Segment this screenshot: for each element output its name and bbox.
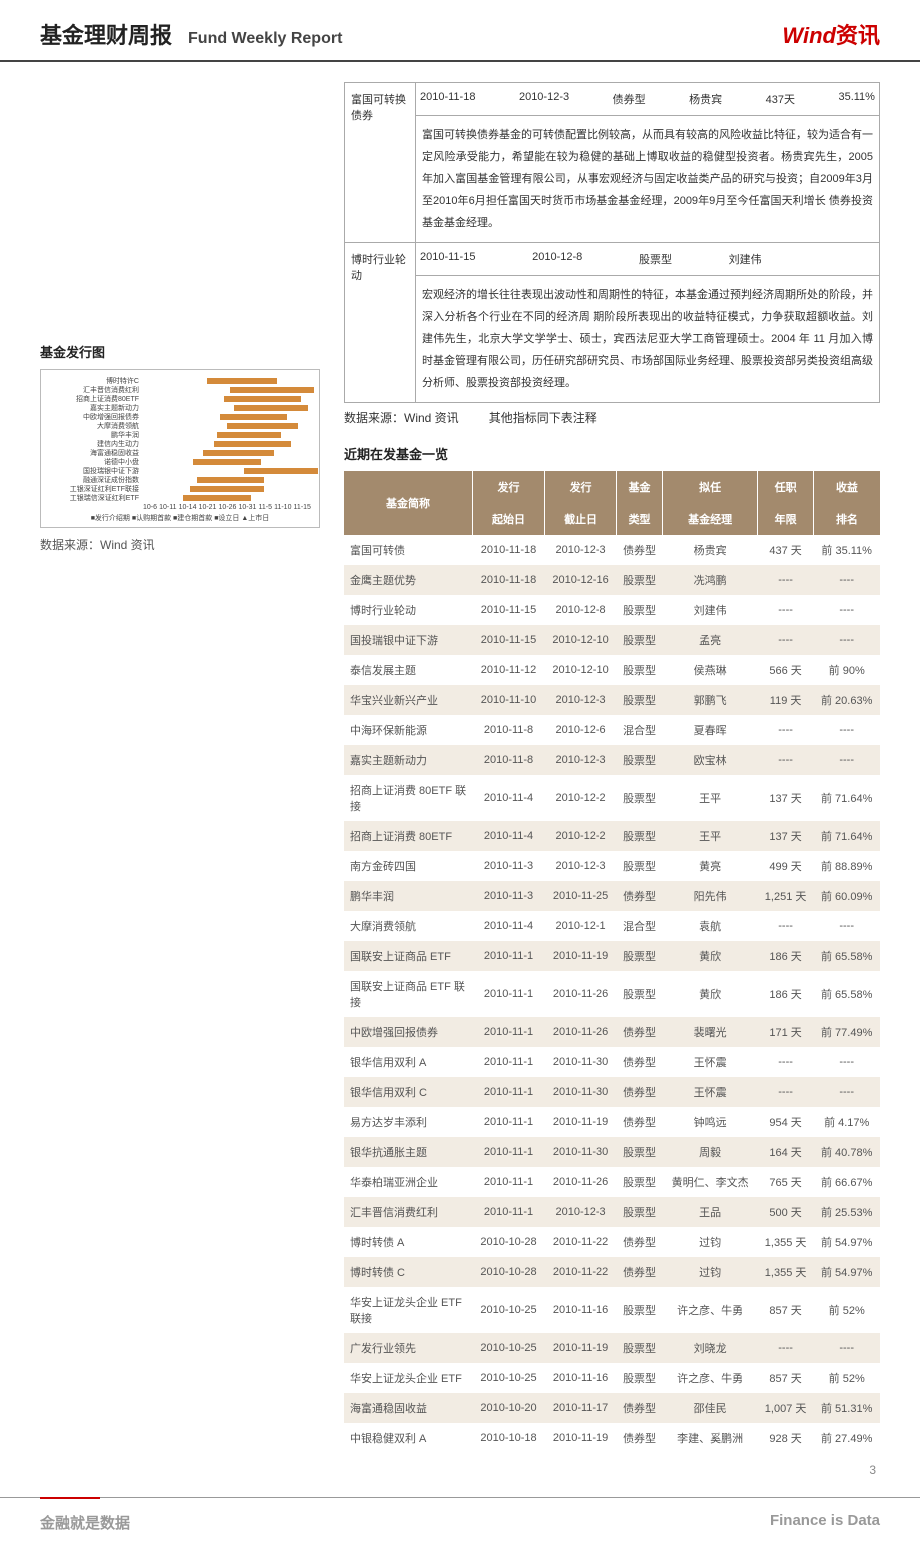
- th-tenure-2: 年限: [758, 503, 814, 535]
- chart-xaxis: 10-610-1110-1410-2110-2610-3111-511-1011…: [143, 504, 311, 511]
- header-title-en: Fund Weekly Report: [188, 30, 342, 48]
- table-row: 泰信发展主题2010-11-122010-12-10股票型侯燕琳566 天前 9…: [344, 655, 880, 685]
- table-row: 银华抗通胀主题2010-11-12010-11-30股票型周毅164 天前 40…: [344, 1137, 880, 1167]
- th-rank-2: 排名: [813, 503, 880, 535]
- table-row: 中银稳健双利 A2010-10-182010-11-19债券型李建、奚鹏洲928…: [344, 1423, 880, 1453]
- th-type-2: 类型: [617, 503, 663, 535]
- table-row: 国投瑞银中证下游2010-11-152010-12-10股票型孟亮-------…: [344, 625, 880, 655]
- gantt-bar: [217, 432, 281, 438]
- fund-meta-cell: 2010-11-182010-12-3债券型杨贵宾437天35.11%: [416, 83, 880, 116]
- th-start-1: 发行: [473, 471, 545, 503]
- fund-name-cell: 博时行业轮动: [345, 243, 416, 403]
- table-row: 易方达岁丰添利2010-11-12010-11-19债券型钟鸣远954 天前 4…: [344, 1107, 880, 1137]
- table-row: 国联安上证商品 ETF2010-11-12010-11-19股票型黄欣186 天…: [344, 941, 880, 971]
- table-row: 金鹰主题优势2010-11-182010-12-16股票型冼鸿鹏--------: [344, 565, 880, 595]
- gantt-bar: [193, 459, 260, 465]
- th-manager-2: 基金经理: [663, 503, 758, 535]
- page-header: 基金理财周报 Fund Weekly Report Wind资讯: [0, 0, 920, 62]
- table-row: 华泰柏瑞亚洲企业2010-11-12010-11-26股票型黄明仁、李文杰765…: [344, 1167, 880, 1197]
- th-start-2: 起始日: [473, 503, 545, 535]
- gantt-row: 工银瑞信深证红利ETF: [49, 493, 311, 502]
- table-row: 中欧增强回报债券2010-11-12010-11-26债券型裴曙光171 天前 …: [344, 1017, 880, 1047]
- fund-desc-cell: 宏观经济的增长往往表现出波动性和周期性的特征，本基金通过预判经济周期所处的阶段，…: [416, 276, 880, 403]
- gantt-bar: [214, 441, 291, 447]
- table-row: 招商上证消费 80ETF2010-11-42010-12-2股票型王平137 天…: [344, 821, 880, 851]
- upper-table-source: 数据来源：Wind 资讯 其他指标同下表注释: [344, 409, 880, 426]
- th-end-1: 发行: [545, 471, 617, 503]
- th-end-2: 截止日: [545, 503, 617, 535]
- th-manager-1: 拟任: [663, 471, 758, 503]
- footer-left: 金融就是数据: [40, 1512, 130, 1533]
- gantt-bar: [220, 414, 287, 420]
- table-row: 华安上证龙头企业 ETF2010-10-252010-11-16股票型许之彦、牛…: [344, 1363, 880, 1393]
- gantt-bar: [203, 450, 274, 456]
- header-title-cn: 基金理财周报: [40, 18, 172, 50]
- gantt-bar: [224, 396, 301, 402]
- gantt-bar: [183, 495, 250, 501]
- table-row: 银华信用双利 C2010-11-12010-11-30债券型王怀震-------…: [344, 1077, 880, 1107]
- table-row: 华安上证龙头企业 ETF 联接2010-10-252010-11-16股票型许之…: [344, 1287, 880, 1333]
- issuance-gantt-chart: 博时特许C汇丰晋信消费红利招商上证消费80ETF嘉实主题新动力中欧增强回报债券大…: [40, 369, 320, 528]
- fund-description-table: 富国可转换债券2010-11-182010-12-3债券型杨贵宾437天35.1…: [344, 82, 880, 403]
- table-row: 华宝兴业新兴产业2010-11-102010-12-3股票型郭鹏飞119 天前 …: [344, 685, 880, 715]
- brand-logo: Wind资讯: [782, 18, 880, 50]
- gantt-bar: [244, 468, 318, 474]
- logo-en: Wind: [782, 23, 836, 48]
- fund-name-cell: 富国可转换债券: [345, 83, 416, 243]
- fund-desc-cell: 富国可转换债券基金的可转债配置比例较高，从而具有较高的风险收益比特征，较为适合有…: [416, 116, 880, 243]
- table-row: 海富通稳固收益2010-10-202010-11-17债券型邵佳民1,007 天…: [344, 1393, 880, 1423]
- footer-right: Finance is Data: [770, 1512, 880, 1533]
- gantt-bar: [230, 387, 314, 393]
- table-row: 银华信用双利 A2010-11-12010-11-30债券型王怀震-------…: [344, 1047, 880, 1077]
- table-row: 博时转债 A2010-10-282010-11-22债券型过钧1,355 天前 …: [344, 1227, 880, 1257]
- table-row: 汇丰晋信消费红利2010-11-12010-12-3股票型王品500 天前 25…: [344, 1197, 880, 1227]
- fund-meta-cell: 2010-11-152010-12-8股票型刘建伟: [416, 243, 880, 276]
- table-row: 南方金砖四国2010-11-32010-12-3股票型黄亮499 天前 88.8…: [344, 851, 880, 881]
- gantt-bar: [190, 486, 264, 492]
- th-type-1: 基金: [617, 471, 663, 503]
- gantt-bar: [227, 423, 298, 429]
- chart-data-source: 数据来源：Wind 资讯: [40, 536, 320, 553]
- table-row: 中海环保新能源2010-11-82010-12-6混合型夏春晖--------: [344, 715, 880, 745]
- table-row: 广发行业领先2010-10-252010-11-19股票型刘晓龙--------: [344, 1333, 880, 1363]
- source-note: 其他指标同下表注释: [489, 411, 597, 425]
- logo-cn: 资讯: [836, 23, 880, 48]
- source-text: 数据来源：Wind 资讯: [344, 411, 459, 425]
- table-row: 博时转债 C2010-10-282010-11-22债券型过钧1,355 天前 …: [344, 1257, 880, 1287]
- table-row: 招商上证消费 80ETF 联接2010-11-42010-12-2股票型王平13…: [344, 775, 880, 821]
- table-row: 鹏华丰润2010-11-32010-11-25债券型阳先伟1,251 天前 60…: [344, 881, 880, 911]
- gantt-bar: [197, 477, 264, 483]
- chart-legend: ■发行介绍期 ■认购期首款 ■建仓期首款 ■设立日 ▲上市日: [49, 513, 311, 523]
- table-row: 大摩消费领航2010-11-42010-12-1混合型袁航--------: [344, 911, 880, 941]
- table-row: 博时行业轮动2010-11-152010-12-8股票型刘建伟--------: [344, 595, 880, 625]
- gantt-bar: [207, 378, 278, 384]
- page-footer: 金融就是数据 Finance is Data: [0, 1497, 920, 1553]
- gantt-bar: [234, 405, 308, 411]
- table-row: 富国可转债2010-11-182010-12-3债券型杨贵宾437 天前 35.…: [344, 535, 880, 565]
- th-rank-1: 收益: [813, 471, 880, 503]
- recent-funds-table: 基金简称 发行 发行 基金 拟任 任职 收益 起始日 截止日 类型 基金经理 年…: [344, 471, 880, 1453]
- th-tenure-1: 任职: [758, 471, 814, 503]
- page-number: 3: [0, 1463, 920, 1477]
- th-name: 基金简称: [344, 471, 473, 535]
- main-table-label: 近期在发基金一览: [344, 444, 880, 463]
- chart-section-label: 基金发行图: [40, 342, 320, 361]
- table-row: 嘉实主题新动力2010-11-82010-12-3股票型欧宝林--------: [344, 745, 880, 775]
- table-row: 国联安上证商品 ETF 联接2010-11-12010-11-26股票型黄欣18…: [344, 971, 880, 1017]
